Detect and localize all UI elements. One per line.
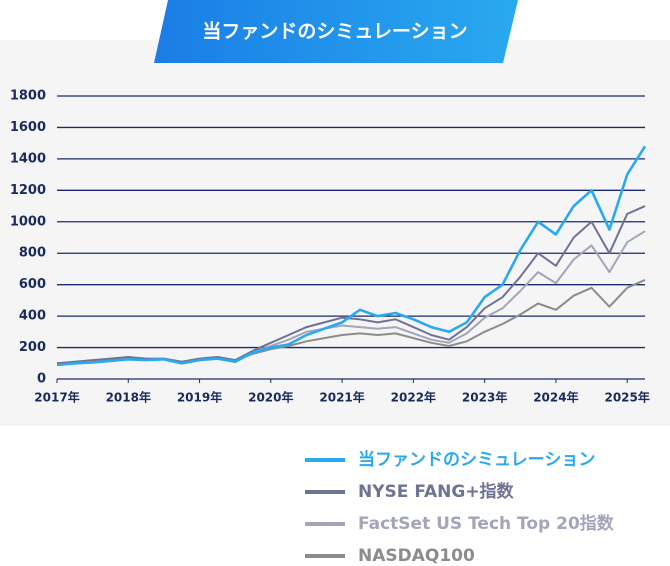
legend-label: 当ファンドのシミュレーション (358, 449, 595, 470)
y-tick-label: 400 (19, 309, 46, 324)
x-tick-label: 2021年 (319, 390, 364, 405)
y-tick-label: 1200 (10, 183, 46, 198)
x-tick-label: 2025年 (604, 390, 649, 405)
x-tick-label: 2020年 (248, 390, 293, 405)
y-tick-label: 0 (37, 372, 46, 387)
x-tick-label: 2023年 (462, 390, 507, 405)
legend-label: NASDAQ100 (358, 546, 475, 566)
x-tick-label: 2017年 (34, 390, 79, 405)
title-tab (154, 0, 518, 63)
y-tick-label: 600 (19, 277, 46, 292)
y-tick-label: 1600 (10, 120, 46, 135)
legend-label: NYSE FANG+指数 (358, 481, 515, 502)
x-tick-label: 2022年 (391, 390, 436, 405)
y-tick-label: 800 (19, 246, 46, 261)
y-tick-label: 1800 (10, 89, 46, 104)
y-tick-label: 1000 (10, 214, 46, 229)
series-line (56, 145, 647, 367)
plot-background (0, 40, 670, 426)
x-tick-label: 2024年 (533, 390, 578, 405)
chart-title: 当ファンドのシミュレーション (202, 20, 467, 43)
x-tick-label: 2019年 (177, 390, 222, 405)
legend-label: FactSet US Tech Top 20指数 (358, 513, 615, 534)
y-tick-label: 200 (19, 340, 46, 355)
x-tick-label: 2018年 (106, 390, 151, 405)
y-tick-label: 1400 (10, 151, 46, 166)
